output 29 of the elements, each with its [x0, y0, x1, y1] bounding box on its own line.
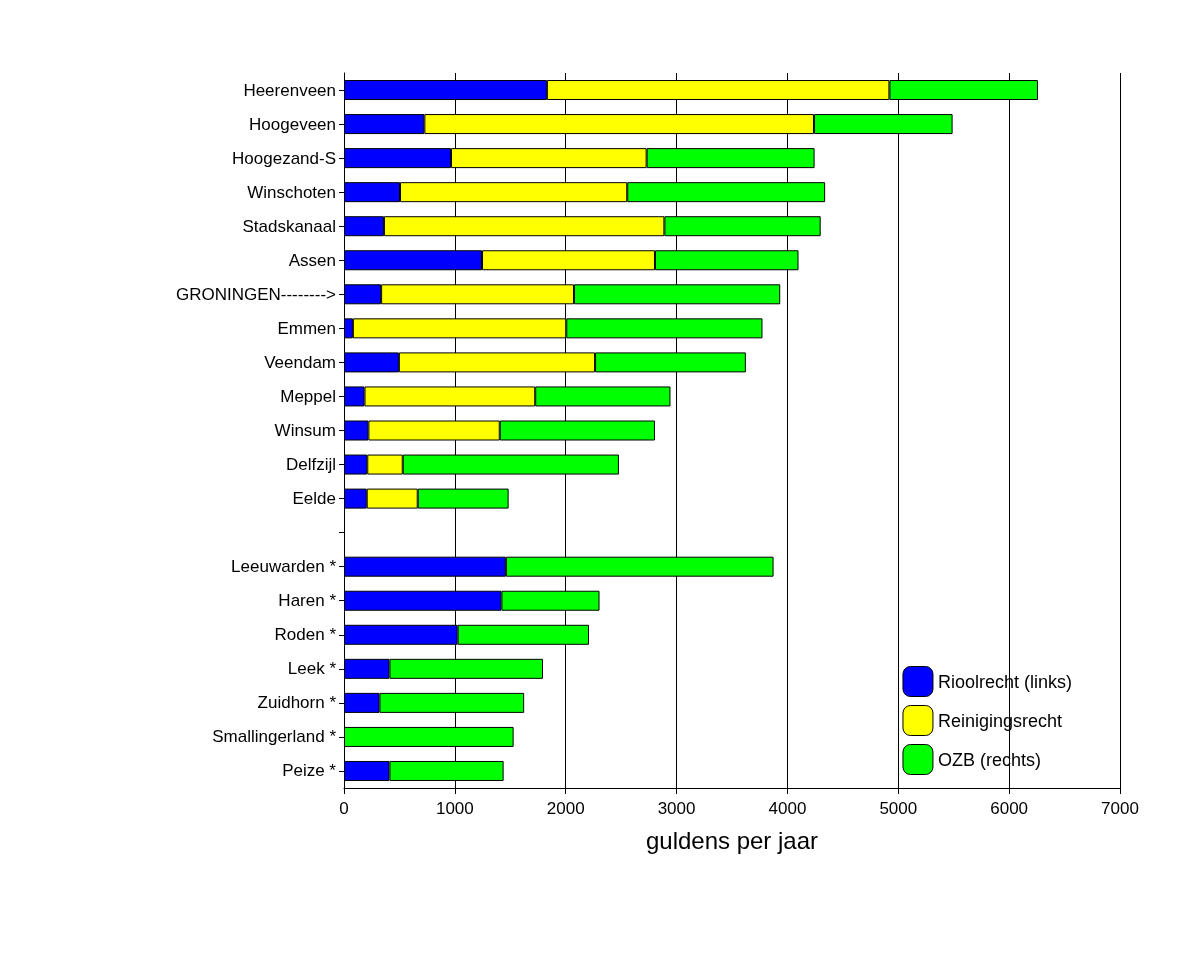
y-tick-label: Haren *: [278, 591, 337, 611]
y-tick-label: Meppel: [280, 386, 336, 406]
x-tick-label: 5000: [879, 799, 918, 818]
y-tick-label: Hoogeveen: [249, 114, 336, 134]
y-tick-label: Delfzijl: [285, 455, 336, 475]
y-tick-label: Veendam: [264, 352, 336, 372]
x-tick-label: 4000: [768, 799, 807, 818]
x-tick-label: 1000: [435, 799, 474, 818]
y-tick-label: Heerenveen: [243, 80, 336, 100]
y-tick-label: Smallingerland *: [212, 727, 337, 747]
y-tick-label: Zuidhorn *: [257, 693, 337, 713]
y-tick-label: Leeuwarden *: [231, 557, 337, 577]
y-tick-label: Peize *: [282, 761, 337, 781]
x-axis-title: guldens per jaar: [645, 826, 819, 854]
x-tick-label: 3000: [657, 799, 696, 818]
y-tick-label: Assen: [288, 250, 336, 270]
y-tick-label: Eelde: [292, 489, 336, 509]
y-tick-label: Hoogezand-S: [232, 148, 336, 168]
y-tick-label: Stadskanaal: [242, 216, 336, 236]
y-tick-label: GRONINGEN-------->: [175, 284, 337, 304]
y-tick-label: Winschoten: [247, 182, 336, 202]
y-tick-label: Leek *: [287, 659, 337, 679]
y-tick-label: Winsum: [274, 421, 336, 440]
y-tick-label: Roden *: [274, 625, 337, 645]
y-tick-label: Emmen: [277, 318, 336, 338]
x-tick-label: 6000: [990, 799, 1029, 818]
x-tick-label: 7000: [1101, 799, 1139, 818]
x-tick-label: 0: [339, 799, 349, 818]
x-tick-label: 2000: [546, 799, 585, 818]
